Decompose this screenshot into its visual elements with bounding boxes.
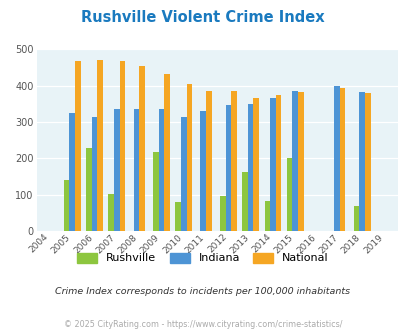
Bar	[175, 202, 181, 231]
Bar	[114, 109, 119, 231]
Bar	[275, 95, 281, 231]
Bar	[297, 92, 303, 231]
Bar	[264, 201, 269, 231]
Bar	[247, 104, 253, 231]
Bar	[158, 109, 164, 231]
Bar	[206, 90, 211, 231]
Bar	[364, 93, 370, 231]
Legend: Rushville, Indiana, National: Rushville, Indiana, National	[77, 253, 328, 263]
Bar	[64, 180, 69, 231]
Bar	[69, 113, 75, 231]
Bar	[92, 117, 97, 231]
Bar	[358, 92, 364, 231]
Bar	[339, 88, 345, 231]
Bar	[153, 152, 158, 231]
Bar	[292, 90, 297, 231]
Bar	[200, 111, 206, 231]
Text: © 2025 CityRating.com - https://www.cityrating.com/crime-statistics/: © 2025 CityRating.com - https://www.city…	[64, 320, 341, 329]
Bar	[353, 206, 358, 231]
Bar	[75, 61, 81, 231]
Bar	[286, 158, 292, 231]
Bar	[220, 196, 225, 231]
Bar	[139, 66, 144, 231]
Bar	[253, 98, 258, 231]
Bar	[119, 61, 125, 231]
Bar	[269, 98, 275, 231]
Text: Rushville Violent Crime Index: Rushville Violent Crime Index	[81, 10, 324, 25]
Bar	[230, 90, 236, 231]
Bar	[181, 116, 186, 231]
Bar	[133, 109, 139, 231]
Bar	[242, 172, 247, 231]
Text: Crime Index corresponds to incidents per 100,000 inhabitants: Crime Index corresponds to incidents per…	[55, 287, 350, 296]
Bar	[108, 194, 114, 231]
Bar	[186, 83, 192, 231]
Bar	[164, 74, 169, 231]
Bar	[86, 148, 92, 231]
Bar	[97, 60, 102, 231]
Bar	[225, 105, 230, 231]
Bar	[333, 86, 339, 231]
